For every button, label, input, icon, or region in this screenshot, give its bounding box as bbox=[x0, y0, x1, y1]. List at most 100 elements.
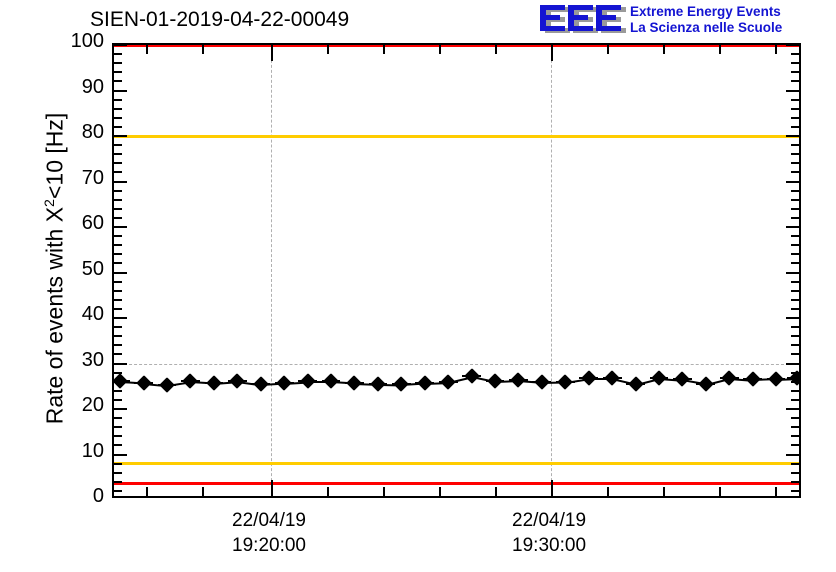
y-axis-tick-minor-right bbox=[791, 53, 799, 56]
y-axis-tick-minor bbox=[114, 280, 122, 283]
y-axis-tick-minor-right bbox=[791, 326, 799, 329]
lower-red-limit bbox=[114, 481, 799, 485]
y-axis-tick-minor-right bbox=[791, 116, 799, 119]
data-point bbox=[557, 373, 574, 390]
y-axis-tick-minor-right bbox=[791, 107, 799, 110]
x-axis-tick-minor-top bbox=[775, 45, 778, 54]
data-point bbox=[674, 371, 691, 388]
y-axis-tick-minor bbox=[114, 216, 122, 219]
y-axis-tick-minor bbox=[114, 417, 122, 420]
y-axis-tick-major-right bbox=[786, 45, 799, 46]
y-axis-tick-minor-right bbox=[791, 162, 799, 165]
y-axis-tick-label: 60 bbox=[81, 212, 104, 234]
y-axis-tick-minor bbox=[114, 489, 122, 492]
y-axis-tick-minor bbox=[114, 435, 122, 438]
grid-line-vertical bbox=[271, 45, 273, 496]
y-axis-tick-minor-right bbox=[791, 244, 799, 247]
y-axis-tick-minor-right bbox=[791, 80, 799, 83]
x-axis-tick-minor-top bbox=[495, 45, 498, 54]
y-axis-tick-minor bbox=[114, 116, 122, 119]
y-axis-tick-minor-right bbox=[791, 298, 799, 301]
y-axis-tick-minor-right bbox=[791, 144, 799, 147]
y-axis-tick-major-right bbox=[786, 317, 799, 319]
x-axis-tick-minor-top bbox=[439, 45, 442, 54]
y-axis-tick-major-right bbox=[786, 226, 799, 228]
x-axis-tick-minor-top bbox=[663, 45, 666, 54]
data-point bbox=[744, 371, 761, 388]
x-axis-tick-minor bbox=[202, 487, 205, 496]
x-axis-tick-minor bbox=[327, 487, 330, 496]
y-axis-tick-minor bbox=[114, 207, 122, 210]
y-axis-tick-minor bbox=[114, 71, 122, 74]
y-axis-tick-major-right bbox=[786, 453, 799, 456]
data-point bbox=[299, 373, 316, 390]
page-title: SIEN-01-2019-04-22-00049 bbox=[90, 8, 350, 31]
y-axis-tick-major-right bbox=[786, 362, 799, 365]
x-axis-tick-minor bbox=[146, 487, 149, 496]
y-axis-tick-minor bbox=[114, 62, 122, 65]
y-axis-tick-minor-right bbox=[791, 344, 799, 347]
data-point bbox=[159, 377, 175, 393]
y-axis-tick-minor-right bbox=[791, 426, 799, 429]
x-axis-tick-minor-top bbox=[146, 45, 149, 54]
y-axis-tick-minor bbox=[114, 107, 122, 110]
y-axis-tick-minor bbox=[114, 307, 122, 310]
y-axis-tick-major bbox=[114, 135, 127, 137]
x-axis-tick-minor bbox=[495, 487, 498, 496]
x-axis-tick-label-time: 19:30:00 bbox=[512, 535, 587, 556]
data-point bbox=[393, 376, 410, 392]
plot-area bbox=[114, 45, 799, 496]
y-axis-tick-major bbox=[114, 362, 127, 365]
y-axis-tick-major-right bbox=[786, 135, 799, 137]
x-axis-tick-minor bbox=[663, 487, 666, 496]
y-axis-tick-label: 70 bbox=[81, 166, 104, 189]
y-axis-tick-label: 20 bbox=[81, 394, 104, 416]
x-axis-tick-label-date: 22/04/19 bbox=[232, 510, 306, 531]
data-point bbox=[487, 373, 503, 390]
y-axis-tick-minor bbox=[114, 244, 122, 247]
eee-logo-mark-glyph bbox=[540, 5, 626, 33]
y-axis-tick-minor-right bbox=[791, 280, 799, 283]
data-point bbox=[768, 370, 784, 387]
x-axis-tick-label: 22/04/19 19:30:00 bbox=[469, 508, 629, 558]
y-axis-tick-major bbox=[114, 180, 127, 183]
y-axis-tick-minor-right bbox=[791, 435, 799, 438]
data-point bbox=[604, 370, 620, 386]
y-axis-tick-major bbox=[114, 453, 127, 456]
y-axis-tick-minor bbox=[114, 98, 122, 101]
data-point bbox=[229, 373, 246, 389]
y-axis-tick-minor bbox=[114, 171, 122, 174]
y-axis-tick-minor bbox=[114, 289, 122, 292]
y-axis-tick-label: 30 bbox=[81, 348, 104, 371]
x-axis-tick-major-top bbox=[551, 45, 554, 61]
y-axis-tick-minor-right bbox=[791, 289, 799, 292]
y-axis-tick-minor-right bbox=[791, 480, 799, 483]
y-axis-tick-minor bbox=[114, 153, 122, 156]
lower-yellow-limit bbox=[114, 462, 799, 466]
data-point bbox=[510, 372, 527, 389]
y-axis-tick-minor-right bbox=[791, 471, 799, 474]
x-axis-tick-minor-top bbox=[202, 45, 205, 54]
data-point bbox=[182, 373, 199, 390]
y-axis-tick-minor-right bbox=[791, 389, 799, 392]
y-axis-tick-minor bbox=[114, 371, 122, 374]
y-axis-tick-minor-right bbox=[791, 198, 799, 201]
data-point bbox=[276, 374, 292, 391]
grid-line-vertical bbox=[551, 45, 553, 496]
x-axis-tick-label-date: 22/04/19 bbox=[512, 510, 587, 531]
data-point bbox=[698, 375, 714, 392]
y-axis-tick-minor bbox=[114, 353, 122, 356]
x-axis-tick-major-top bbox=[271, 45, 274, 61]
y-axis-tick-minor-right bbox=[791, 171, 799, 174]
y-axis-tick-minor-right bbox=[791, 153, 799, 156]
y-axis-tick-minor-right bbox=[791, 417, 799, 420]
y-axis-tick-minor-right bbox=[791, 462, 799, 465]
data-point bbox=[206, 374, 222, 391]
data-point bbox=[627, 375, 644, 392]
y-axis-tick-major bbox=[114, 226, 127, 228]
y-axis-tick-minor-right bbox=[791, 71, 799, 74]
y-axis-tick-minor-right bbox=[791, 207, 799, 210]
y-axis-tick-minor bbox=[114, 262, 122, 265]
y-axis-tick-major-right bbox=[786, 180, 799, 183]
